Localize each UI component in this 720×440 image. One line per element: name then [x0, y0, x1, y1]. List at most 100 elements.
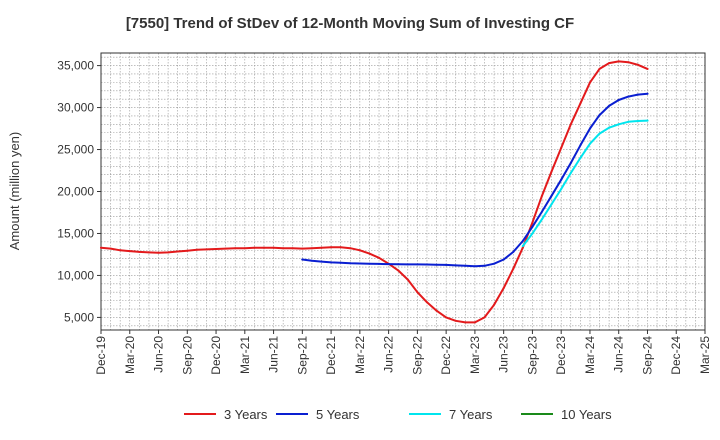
data-point: [483, 264, 486, 267]
y-axis: 5,000 10,000 15,000 20,000 25,000 30,000 35,00…: [57, 59, 101, 324]
x-tick-label: Sep-23: [525, 336, 539, 375]
data-point: [521, 240, 524, 242]
data-point: [473, 321, 476, 324]
data-point: [531, 225, 534, 228]
data-point: [186, 249, 189, 252]
data-point: [128, 250, 131, 253]
data-point: [119, 249, 122, 252]
x-tick-label: Jun-22: [382, 336, 396, 373]
x-tick-label: Mar-25: [698, 336, 712, 374]
data-point: [493, 262, 496, 265]
data-point: [426, 301, 428, 304]
x-tick-label: Sep-20: [180, 336, 194, 375]
data-point: [589, 81, 591, 84]
data-point: [301, 247, 304, 250]
data-point: [521, 246, 524, 249]
data-point: [358, 262, 361, 265]
data-point: [541, 194, 543, 197]
data-point: [445, 316, 448, 319]
data-point: [454, 264, 457, 267]
data-point: [550, 170, 553, 173]
y-tick-label: 35,000: [57, 59, 94, 73]
data-point: [330, 261, 333, 264]
data-point: [339, 246, 342, 249]
data-point: [282, 247, 285, 250]
data-point: [205, 248, 208, 251]
data-point: [368, 252, 371, 255]
data-point: [560, 146, 563, 149]
data-point: [636, 120, 639, 122]
data-point: [215, 248, 217, 250]
series-0: [100, 60, 649, 324]
data-point: [579, 102, 582, 105]
data-point: [646, 119, 649, 122]
data-point: [263, 246, 265, 249]
data-point: [502, 287, 505, 289]
data-point: [598, 114, 601, 117]
data-point: [378, 256, 380, 259]
data-point: [541, 210, 543, 213]
data-point: [598, 67, 601, 70]
x-tick-label: Sep-22: [410, 336, 424, 375]
data-point: [397, 263, 400, 266]
data-point: [473, 265, 476, 268]
data-point: [435, 263, 438, 266]
data-point: [435, 309, 438, 312]
data-point: [483, 316, 486, 319]
data-point: [406, 278, 409, 281]
y-tick-label: 20,000: [57, 185, 94, 199]
data-point: [636, 93, 639, 96]
data-point: [512, 250, 515, 253]
data-point: [224, 247, 227, 250]
data-point: [531, 232, 534, 235]
data-point: [512, 267, 515, 270]
data-point: [100, 246, 102, 249]
data-point: [493, 303, 496, 306]
x-tick-label: Sep-21: [295, 336, 309, 375]
data-point: [627, 61, 630, 64]
data-point: [310, 259, 313, 262]
x-tick-label: Dec-22: [439, 336, 453, 375]
data-point: [560, 188, 563, 190]
data-point: [147, 251, 150, 254]
legend: 3 Years 5 Years 7 Years 10 Years: [184, 407, 612, 422]
x-tick-label: Dec-19: [94, 336, 108, 375]
series-1: [301, 92, 649, 268]
data-point: [521, 245, 524, 248]
x-tick-label: Dec-23: [554, 336, 568, 375]
x-tick-label: Mar-21: [238, 336, 252, 374]
data-point: [138, 250, 141, 253]
data-point: [320, 246, 323, 249]
data-point: [579, 144, 582, 147]
data-point: [464, 321, 467, 324]
y-tick-label: 5,000: [64, 310, 94, 324]
data-point: [358, 249, 361, 252]
data-point: [560, 178, 563, 181]
x-tick-label: Mar-22: [353, 336, 367, 374]
data-point: [195, 248, 198, 251]
data-point: [157, 251, 160, 254]
data-point: [598, 132, 601, 135]
data-point: [617, 123, 620, 126]
y-tick-label: 30,000: [57, 101, 94, 115]
data-point: [387, 263, 390, 266]
data-point: [617, 60, 620, 63]
data-point: [550, 203, 553, 206]
x-tick-label: Sep-24: [640, 336, 654, 375]
data-point: [167, 251, 170, 254]
data-point: [310, 247, 313, 250]
data-point: [608, 126, 611, 129]
y-axis-label: Amount (million yen): [7, 132, 22, 251]
gridlines: [100, 53, 706, 330]
x-tick-label: Jun-20: [152, 336, 166, 373]
data-point: [569, 162, 572, 164]
x-tick-label: Jun-24: [612, 336, 626, 373]
data-point: [416, 263, 419, 266]
x-tick-label: Mar-23: [468, 336, 482, 374]
data-point: [426, 263, 428, 266]
data-point: [627, 95, 630, 98]
data-point: [464, 264, 467, 267]
data-point: [330, 246, 333, 249]
data-point: [243, 247, 246, 250]
